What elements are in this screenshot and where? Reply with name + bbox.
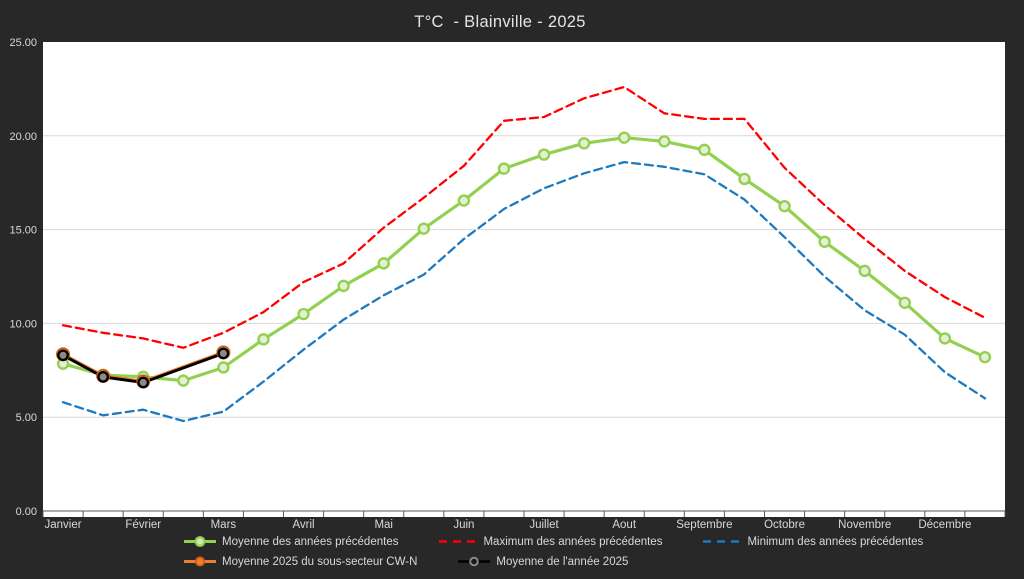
series-line-moyenne-precedentes — [61, 136, 987, 383]
series-marker-moyenne-precedentes — [858, 264, 871, 278]
series-marker-moyenne-2025 — [57, 349, 69, 362]
series-marker-moyenne-precedentes — [377, 257, 390, 270]
y-axis-label: 10.00 — [9, 318, 37, 330]
x-axis-label: Janvier — [45, 519, 82, 531]
series-marker-moyenne-precedentes — [658, 135, 671, 148]
series-marker-moyenne-precedentes — [297, 307, 310, 321]
x-axis-label: Septembre — [676, 519, 732, 531]
legend-item-moyenne-precedentes: Moyenne des années précédentes — [183, 535, 398, 548]
legend-label: Minimum des années précédentes — [747, 535, 924, 548]
series-marker-moyenne-precedentes — [698, 143, 711, 157]
y-axis-label: 15.00 — [9, 225, 37, 237]
x-axis-label: Juin — [453, 519, 474, 531]
plot-area — [43, 42, 1005, 517]
series-marker-moyenne-2025 — [137, 376, 150, 389]
legend-label: Maximum des années précédentes — [483, 535, 663, 548]
series-line-moyenne-2025 — [61, 351, 225, 384]
series-marker-moyenne-precedentes — [978, 350, 992, 364]
y-axis-label: 20.00 — [9, 131, 37, 143]
series-marker-moyenne-precedentes — [177, 374, 190, 387]
legend-row-1: Moyenne des années précédentes Maximum d… — [183, 535, 923, 548]
green-line-marker-icon — [184, 536, 216, 547]
x-axis-label: Avril — [292, 519, 314, 531]
chart-title: T°C - Blainville - 2025 — [414, 13, 586, 31]
series-marker-moyenne-precedentes — [457, 194, 471, 207]
orange-line-marker-icon — [184, 556, 216, 567]
series-marker-moyenne-precedentes — [497, 162, 511, 175]
red-dashed-line-icon — [439, 540, 478, 543]
series-marker-moyenne-precedentes — [577, 137, 591, 150]
x-axis-label: Février — [125, 519, 161, 531]
legend-item-moyenne-2025: Moyenne de l'année 2025 — [457, 555, 628, 568]
series-marker-moyenne-precedentes — [417, 222, 430, 235]
legend-item-maximum-precedentes: Maximum des années précédentes — [438, 535, 662, 548]
series-marker-moyenne-2025 — [217, 347, 230, 360]
legend-item-minimum-precedentes: Minimum des années précédentes — [702, 535, 923, 548]
x-axis-label: Mai — [374, 519, 393, 531]
legend-item-cwn-2025: Moyenne 2025 du sous-secteur CW-N — [183, 555, 417, 568]
black-line-marker-icon — [458, 556, 491, 567]
x-axis-label: Décembre — [918, 519, 971, 531]
x-axis-label: Mars — [211, 519, 237, 531]
series-marker-moyenne-precedentes — [618, 131, 631, 144]
series-marker-moyenne-precedentes — [738, 172, 751, 186]
y-axis-label: 25.00 — [9, 37, 37, 49]
x-axis-label: Novembre — [838, 519, 891, 531]
chart-legend: Moyenne des années précédentes Maximum d… — [183, 535, 923, 568]
series-marker-moyenne-precedentes — [537, 148, 551, 161]
y-axis-label: 5.00 — [16, 412, 37, 424]
legend-row-2: Moyenne 2025 du sous-secteur CW-N Moyenn… — [183, 555, 923, 568]
series-marker-moyenne-precedentes — [898, 296, 911, 309]
series-marker-moyenne-precedentes — [818, 235, 831, 248]
series-line-maximum-precedentes — [61, 85, 987, 349]
legend-label: Moyenne des années précédentes — [222, 535, 399, 548]
series-line-minimum-precedentes — [61, 160, 987, 423]
y-axis-label: 0.00 — [16, 506, 37, 518]
series-marker-moyenne-precedentes — [938, 332, 952, 345]
series-marker-moyenne-precedentes — [337, 279, 350, 293]
series-marker-moyenne-precedentes — [778, 199, 791, 213]
blue-dashed-line-icon — [703, 540, 742, 543]
series-marker-moyenne-2025 — [97, 371, 109, 383]
x-axis-label: Juillet — [529, 519, 559, 531]
legend-label: Moyenne 2025 du sous-secteur CW-N — [222, 555, 418, 568]
series-marker-moyenne-precedentes — [217, 361, 230, 374]
x-axis-label: Aout — [612, 519, 636, 531]
series-marker-moyenne-precedentes — [257, 333, 270, 346]
x-axis-label: Octobre — [764, 519, 805, 531]
legend-label: Moyenne de l'année 2025 — [496, 555, 629, 568]
